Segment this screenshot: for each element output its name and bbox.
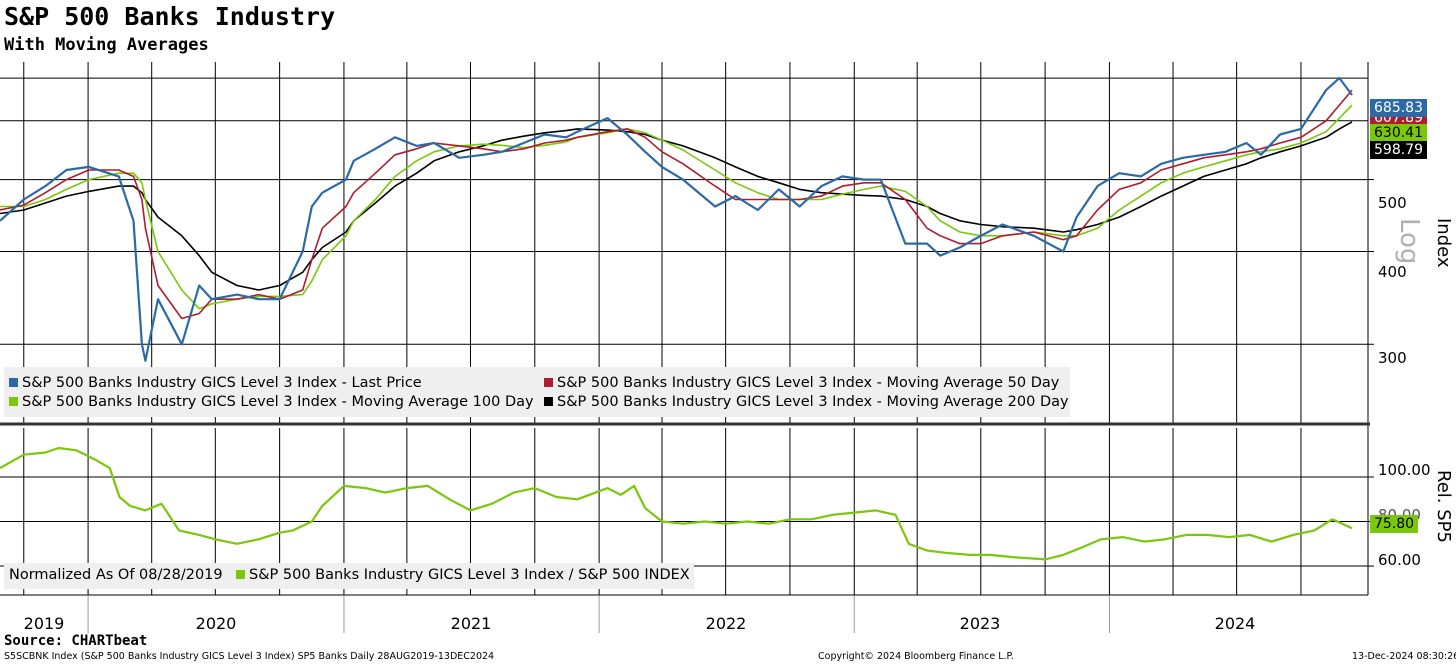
last-value-tag-ma200: 598.79 <box>1370 141 1427 159</box>
series-last-price <box>0 76 1353 362</box>
footer-center: Copyright© 2024 Bloomberg Finance L.P. <box>818 651 1014 662</box>
footer-right: 13-Dec-2024 08:30:26 <box>1352 651 1456 662</box>
legend-item-ma100: S&P 500 Banks Industry GICS Level 3 Inde… <box>9 394 534 410</box>
legend-item-relative: S&P 500 Banks Industry GICS Level 3 Inde… <box>236 567 690 583</box>
footer-left: S5SCBNK Index (S&P 500 Banks Industry GI… <box>4 651 495 662</box>
y-tick-label-400: 400 <box>1378 263 1407 281</box>
series-ma50 <box>0 89 1353 320</box>
x-year-label-2023: 2023 <box>959 614 1001 633</box>
y-tick-label-60: 60.00 <box>1378 551 1421 569</box>
lower-legend: Normalized As Of 08/28/2019 S&P 500 Bank… <box>4 563 694 589</box>
y-tick-label-300: 300 <box>1378 349 1407 367</box>
series-relative <box>0 446 1353 561</box>
x-year-label-2020: 2020 <box>195 614 237 633</box>
x-year-label-2022: 2022 <box>705 614 747 633</box>
y-axis-label-lower: Rel. SP5 <box>1433 470 1454 543</box>
upper-legend: S&P 500 Banks Industry GICS Level 3 Inde… <box>4 367 1070 417</box>
x-year-label-2024: 2024 <box>1214 614 1256 633</box>
series-ma200 <box>0 121 1353 291</box>
source-note: Source: CHARTbeat <box>4 633 148 649</box>
y-tick-label-100: 100.00 <box>1378 461 1431 479</box>
legend-item-ma200: S&P 500 Banks Industry GICS Level 3 Inde… <box>544 394 1069 410</box>
legend-swatch <box>544 378 553 387</box>
y-axis-label-upper: Index <box>1433 218 1454 268</box>
legend-item-last-price: S&P 500 Banks Industry GICS Level 3 Inde… <box>9 375 422 391</box>
series-ma100 <box>0 104 1353 310</box>
x-year-label-2021: 2021 <box>450 614 492 633</box>
x-year-label-2019: 2019 <box>23 614 65 633</box>
last-value-tag-relative: 75.80 <box>1370 515 1419 533</box>
y-scale-label: Log <box>1394 218 1424 265</box>
last-value-tag-ma100: 630.41 <box>1370 124 1427 142</box>
y-tick-label-500: 500 <box>1378 194 1407 212</box>
legend-swatch <box>236 570 245 579</box>
legend-swatch <box>9 397 18 406</box>
chart-subtitle: With Moving Averages <box>4 35 209 55</box>
legend-swatch <box>9 378 18 387</box>
last-value-tag-price: 685.83 <box>1370 99 1427 117</box>
legend-normalized-label: Normalized As Of 08/28/2019 <box>9 567 223 583</box>
legend-swatch <box>544 397 553 406</box>
chart-title: S&P 500 Banks Industry <box>4 2 336 31</box>
legend-item-ma50: S&P 500 Banks Industry GICS Level 3 Inde… <box>544 375 1059 391</box>
